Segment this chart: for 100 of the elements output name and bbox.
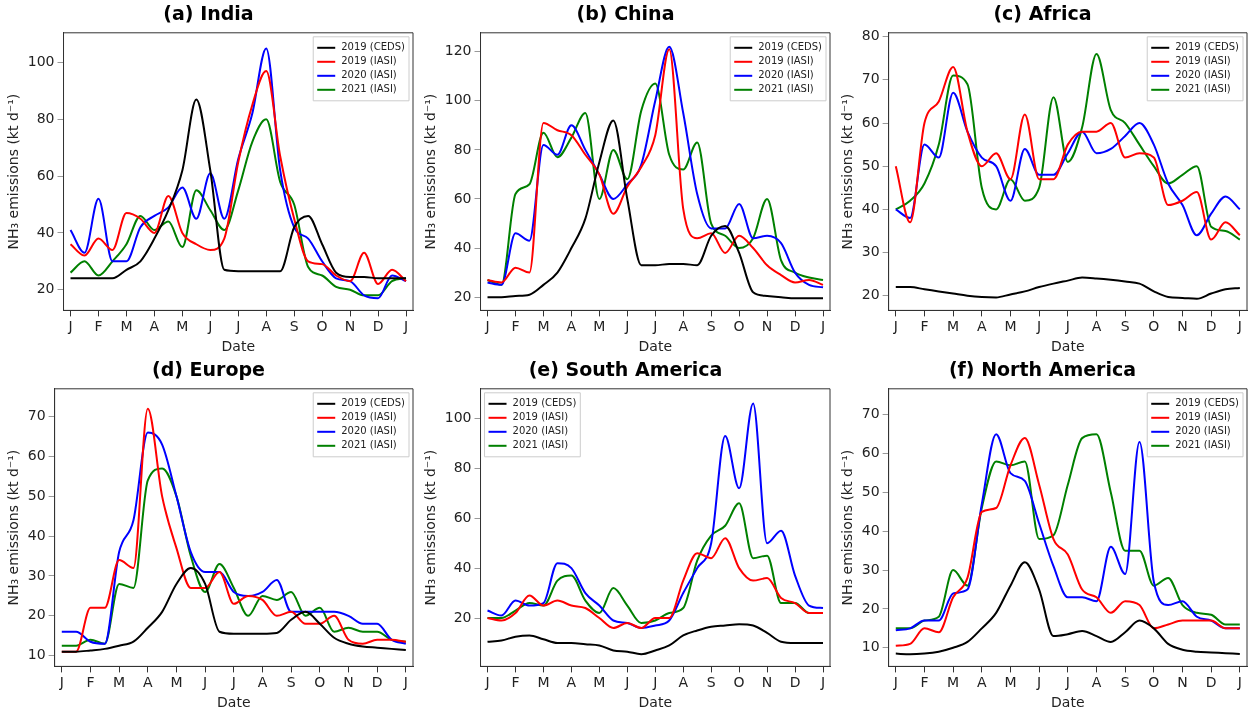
x-axis-title: Date: [221, 338, 255, 355]
x-tick-label: J: [402, 674, 408, 691]
y-tick-label: 60: [453, 189, 472, 206]
chart-title: (d) Europe: [152, 358, 265, 381]
x-tick-label: O: [1148, 318, 1160, 335]
x-axis-title: Date: [638, 694, 672, 711]
y-tick-label: 60: [36, 166, 55, 183]
x-tick-label: F: [511, 674, 520, 691]
y-tick-label: 40: [453, 238, 472, 255]
line-series: [486, 623, 825, 656]
x-tick-label: D: [372, 318, 384, 335]
x-axis-title: Date: [217, 694, 251, 711]
x-tick-label: S: [1120, 318, 1130, 335]
legend-label: 2019 (IASI): [1175, 55, 1231, 67]
x-tick-label: J: [1236, 318, 1242, 335]
y-tick-label: 30: [27, 566, 46, 583]
y-tick-label: 50: [861, 156, 880, 173]
chart-title: (f) North America: [948, 358, 1137, 381]
x-tick-label: S: [1120, 674, 1130, 691]
x-tick-label: J: [652, 318, 658, 335]
y-tick-label: 60: [27, 447, 46, 464]
y-axis-title: NH₃ emissions (kt d⁻¹): [839, 449, 856, 606]
x-tick-label: M: [113, 674, 126, 691]
legend-label: 2021 (IASI): [512, 439, 569, 451]
line-series: [69, 98, 408, 280]
x-tick-label: J: [652, 674, 658, 691]
x-tick-label: A: [566, 674, 577, 691]
x-tick-label: M: [947, 318, 960, 335]
x-tick-label: J: [892, 674, 898, 691]
x-tick-label: A: [977, 674, 988, 691]
x-tick-label: D: [371, 674, 383, 691]
x-axis-title: Date: [638, 338, 672, 355]
x-tick-label: O: [1148, 674, 1160, 691]
x-tick-label: J: [819, 674, 826, 691]
legend-label: 2019 (CEDS): [1175, 41, 1240, 53]
legend-label: 2019 (CEDS): [1175, 397, 1240, 409]
x-tick-label: J: [1036, 318, 1042, 335]
x-tick-label: J: [1236, 674, 1242, 691]
x-tick-label: N: [761, 674, 773, 691]
x-tick-label: A: [257, 674, 268, 691]
x-tick-label: A: [149, 318, 160, 335]
legend-label: 2019 (CEDS): [341, 41, 406, 53]
x-tick-label: S: [286, 674, 296, 691]
y-tick-label: 80: [861, 27, 880, 44]
x-tick-label: J: [67, 318, 73, 335]
x-tick-label: J: [624, 674, 630, 691]
x-tick-label: D: [789, 318, 801, 335]
y-tick-label: 40: [861, 521, 880, 538]
x-tick-label: J: [1064, 674, 1070, 691]
x-tick-label: O: [314, 674, 326, 691]
x-tick-label: J: [202, 674, 208, 691]
legend-label: 2019 (IASI): [1175, 411, 1231, 423]
y-tick-label: 70: [861, 70, 880, 87]
x-tick-label: M: [176, 318, 189, 335]
x-tick-label: J: [819, 318, 826, 335]
x-tick-label: A: [1091, 318, 1102, 335]
y-tick-label: 20: [27, 606, 46, 623]
x-tick-label: J: [207, 318, 213, 335]
x-tick-label: N: [343, 674, 354, 691]
y-tick-label: 100: [27, 53, 55, 70]
legend-label: 2021 (IASI): [1175, 439, 1231, 451]
line-series: [69, 70, 408, 285]
x-tick-label: M: [120, 318, 133, 335]
y-axis-title: NH₃ emissions (kt d⁻¹): [422, 449, 439, 606]
y-axis-title: NH₃ emissions (kt d⁻¹): [5, 449, 22, 606]
x-tick-label: D: [1205, 674, 1217, 691]
x-tick-label: J: [484, 674, 490, 691]
y-tick-label: 20: [861, 599, 880, 616]
x-tick-label: F: [920, 318, 929, 335]
legend-label: 2019 (CEDS): [512, 397, 577, 409]
y-tick-label: 70: [27, 407, 46, 424]
x-tick-label: J: [230, 674, 236, 691]
y-axis-title: NH₃ emissions (kt d⁻¹): [5, 93, 22, 250]
y-tick-label: 50: [27, 486, 46, 503]
legend-label: 2021 (IASI): [341, 439, 397, 451]
y-tick-label: 20: [861, 286, 880, 303]
line-series: [894, 561, 1241, 656]
y-tick-label: 50: [861, 483, 880, 500]
y-tick-label: 80: [453, 140, 472, 157]
x-tick-label: S: [706, 674, 716, 691]
chart-title: (b) China: [576, 2, 675, 25]
y-axis-title: NH₃ emissions (kt d⁻¹): [839, 93, 856, 250]
y-tick-label: 60: [861, 444, 880, 461]
y-tick-label: 20: [453, 608, 472, 625]
x-tick-label: D: [1205, 318, 1217, 335]
y-tick-label: 10: [861, 638, 880, 655]
x-axis-title: Date: [1051, 338, 1085, 355]
y-tick-label: 70: [861, 405, 880, 422]
x-tick-label: J: [892, 318, 898, 335]
y-tick-label: 10: [27, 646, 46, 663]
x-tick-label: F: [511, 318, 520, 335]
y-tick-label: 20: [36, 280, 55, 297]
legend-label: 2019 (IASI): [341, 55, 397, 67]
chart-title: (a) India: [163, 2, 254, 25]
line-series: [894, 276, 1241, 300]
legend-label: 2019 (CEDS): [758, 41, 823, 53]
legend-label: 2021 (IASI): [758, 83, 814, 95]
x-tick-label: S: [706, 318, 716, 335]
x-tick-label: J: [484, 318, 490, 335]
x-tick-label: S: [289, 318, 299, 335]
